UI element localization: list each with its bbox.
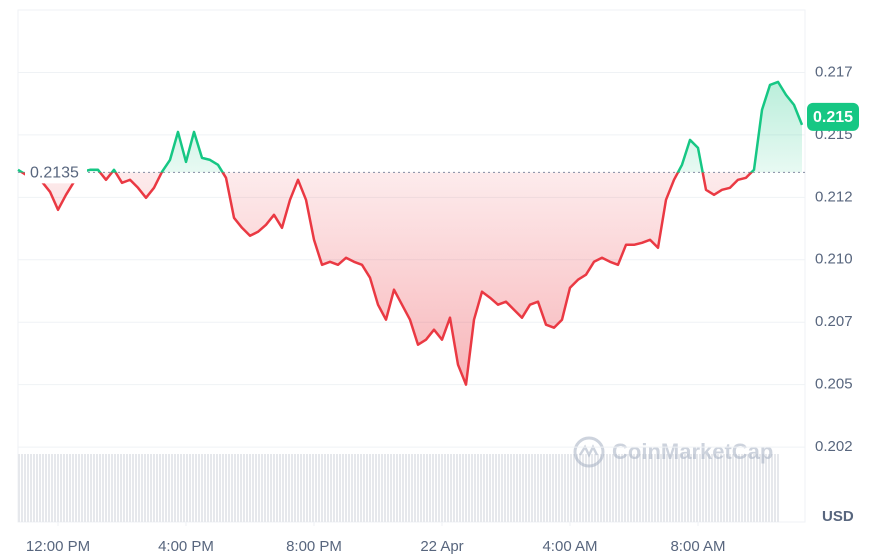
area <box>18 81 802 385</box>
baseline-label-bg <box>25 161 87 184</box>
watermark-text: CoinMarketCap <box>612 439 773 464</box>
currency-label: USD <box>822 508 854 525</box>
volume-band <box>18 454 780 522</box>
x-tick-label: 4:00 PM <box>158 538 214 555</box>
y-tick-label: 0.217 <box>815 63 853 80</box>
x-tick-label: 8:00 AM <box>670 538 725 555</box>
watermark: CoinMarketCap <box>573 436 773 468</box>
y-tick-label: 0.205 <box>815 376 853 393</box>
y-tick-label: 0.210 <box>815 251 853 268</box>
y-tick-label: 0.202 <box>815 438 853 455</box>
x-tick-label: 22 Apr <box>420 538 463 555</box>
baseline-label: 0.2135 <box>30 165 79 182</box>
y-tick-label: 0.212 <box>815 188 853 205</box>
price-label: 0.215 <box>813 109 853 126</box>
x-tick-label: 4:00 AM <box>542 538 597 555</box>
x-tick-label: 8:00 PM <box>286 538 342 555</box>
x-tick-label: 12:00 PM <box>26 538 90 555</box>
y-tick-label: 0.207 <box>815 313 853 330</box>
price-label-bg <box>807 102 859 131</box>
price-line <box>17 80 804 386</box>
